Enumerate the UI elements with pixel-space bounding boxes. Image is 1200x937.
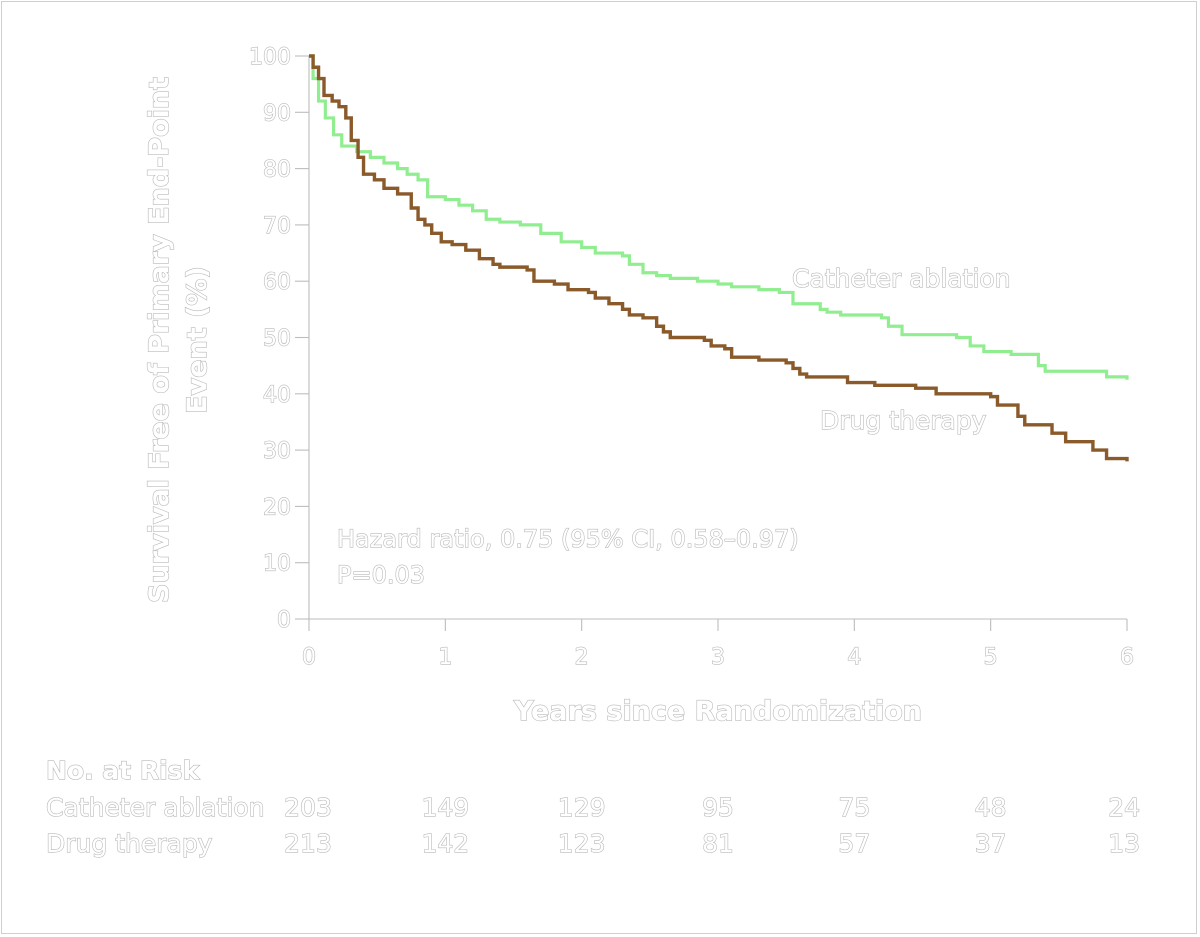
x-axis-title: Years since Randomization <box>513 696 922 727</box>
x-tick-label: 0 <box>302 645 316 670</box>
risk-row-label: Catheter ablation <box>46 793 265 822</box>
hazard-ratio-annotation: Hazard ratio, 0.75 (95% CI, 0.58–0.97) <box>337 525 799 553</box>
y-tick-label: 50 <box>263 327 291 352</box>
y-tick-label: 10 <box>263 552 291 577</box>
risk-table-title: No. at Risk <box>46 756 201 785</box>
risk-row-label: Drug therapy <box>46 829 213 858</box>
y-tick-label: 20 <box>263 495 291 520</box>
series-line-catheter-ablation <box>309 54 1129 380</box>
curves <box>309 54 1129 462</box>
y-tick-label: 60 <box>263 270 291 295</box>
risk-cell: 123 <box>558 829 606 858</box>
axes: 0 10 20 30 40 50 60 70 80 90 100 0 1 2 3 4 5 6 <box>248 44 1134 670</box>
risk-cell: 48 <box>975 793 1007 822</box>
risk-cell: 37 <box>975 829 1007 858</box>
risk-cell: 57 <box>838 829 870 858</box>
risk-cell: 95 <box>702 793 734 822</box>
y-tick-label: 0 <box>277 608 291 633</box>
y-axis-title-line2: Event (%) <box>182 266 213 414</box>
y-tick-label: 40 <box>263 383 291 408</box>
x-tick-label: 6 <box>1120 645 1134 670</box>
x-tick-label: 3 <box>711 645 725 670</box>
x-tick-label: 4 <box>847 645 861 670</box>
series-label-catheter-ablation: Catheter ablation <box>792 264 1011 293</box>
risk-table: No. at Risk Catheter ablation 203 149 129 95… <box>45 755 1140 858</box>
risk-cell: 129 <box>558 793 606 822</box>
risk-cell: 213 <box>284 829 332 858</box>
risk-cell: 75 <box>838 793 870 822</box>
risk-cell: 149 <box>421 793 469 822</box>
y-tick-label: 90 <box>263 101 291 126</box>
p-value-annotation: P=0.03 <box>337 561 425 589</box>
x-tick-label: 1 <box>438 645 452 670</box>
y-tick-label: 80 <box>263 158 291 183</box>
x-tick-label: 2 <box>575 645 589 670</box>
series-line-drug-therapy <box>309 54 1129 462</box>
risk-cell: 203 <box>284 793 332 822</box>
risk-cell: 13 <box>1108 829 1140 858</box>
series-label-drug-therapy: Drug therapy <box>820 406 987 435</box>
y-axis-title-line1: Survival Free of Primary End-Point <box>144 77 175 603</box>
y-tick-label: 100 <box>249 45 291 70</box>
y-tick-label: 70 <box>263 214 291 239</box>
x-tick-label: 5 <box>984 645 998 670</box>
risk-cell: 81 <box>702 829 734 858</box>
risk-cell: 142 <box>421 829 469 858</box>
y-tick-label: 30 <box>263 439 291 464</box>
risk-cell: 24 <box>1108 793 1140 822</box>
